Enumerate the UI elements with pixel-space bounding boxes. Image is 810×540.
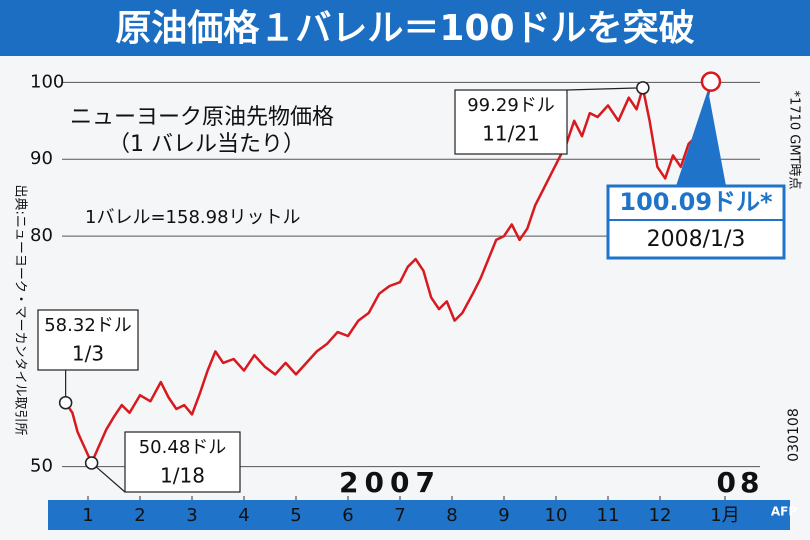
date-label: 1/3	[72, 342, 104, 366]
y-tick-label: 50	[30, 456, 53, 477]
subtitle: ニューヨーク原油先物価格	[70, 105, 334, 130]
x-tick-label: 8	[446, 505, 457, 526]
x-tick-label: 2	[134, 505, 145, 526]
price-line	[64, 81, 713, 465]
value-label: 50.48ドル	[139, 437, 227, 458]
callout-pointer	[566, 87, 643, 91]
callout-pointer	[91, 462, 126, 493]
callout-box	[124, 431, 241, 493]
x-tick-label: 11	[597, 505, 620, 526]
value-label: 99.29ドル	[467, 95, 555, 116]
x-tick-label: 5	[290, 505, 301, 526]
x-tick-label: 9	[498, 505, 509, 526]
note: 1バレル=158.98リットル	[85, 207, 301, 228]
callout-box	[606, 184, 786, 260]
x-axis-bar	[48, 500, 790, 530]
subtitle: （1 バレル当たり）	[108, 132, 305, 157]
callout-box	[454, 89, 568, 155]
y-tick-label: 80	[30, 225, 53, 246]
y-tick-label: 100	[30, 71, 64, 92]
year-label: 08	[717, 466, 764, 499]
highlight-point	[636, 81, 650, 95]
value-label: 58.32ドル	[44, 315, 132, 336]
x-tick-label: 3	[186, 505, 197, 526]
x-tick-label: 1	[82, 505, 93, 526]
highlight-point	[84, 456, 99, 470]
x-tick-label: 1月	[710, 505, 739, 526]
x-tick-label: 7	[394, 505, 405, 526]
callout-pointer	[676, 89, 726, 186]
footnote: *1710 GMT時点	[787, 91, 802, 190]
source: 出典:ニューヨーク・マーカンタイル取引所	[13, 184, 28, 435]
y-tick-label: 90	[30, 148, 53, 169]
x-tick-label: 12	[649, 505, 672, 526]
credit: AFP	[771, 505, 797, 519]
x-tick-label: 10	[545, 505, 568, 526]
chart-title: 原油価格１バレル＝100ドルを突破	[115, 8, 694, 49]
value-label: 100.09ドル*	[619, 188, 773, 216]
x-tick-label: 4	[238, 505, 249, 526]
code: 030108	[786, 408, 802, 461]
highlight-point	[700, 71, 722, 92]
callout-box	[37, 309, 139, 371]
title-bar	[0, 0, 810, 56]
year-label: 2007	[339, 466, 441, 499]
highlight-point	[58, 395, 73, 410]
date-label: 2008/1/3	[647, 227, 746, 252]
date-label: 11/21	[482, 122, 540, 146]
date-label: 1/18	[160, 464, 205, 488]
x-tick-label: 6	[342, 505, 353, 526]
